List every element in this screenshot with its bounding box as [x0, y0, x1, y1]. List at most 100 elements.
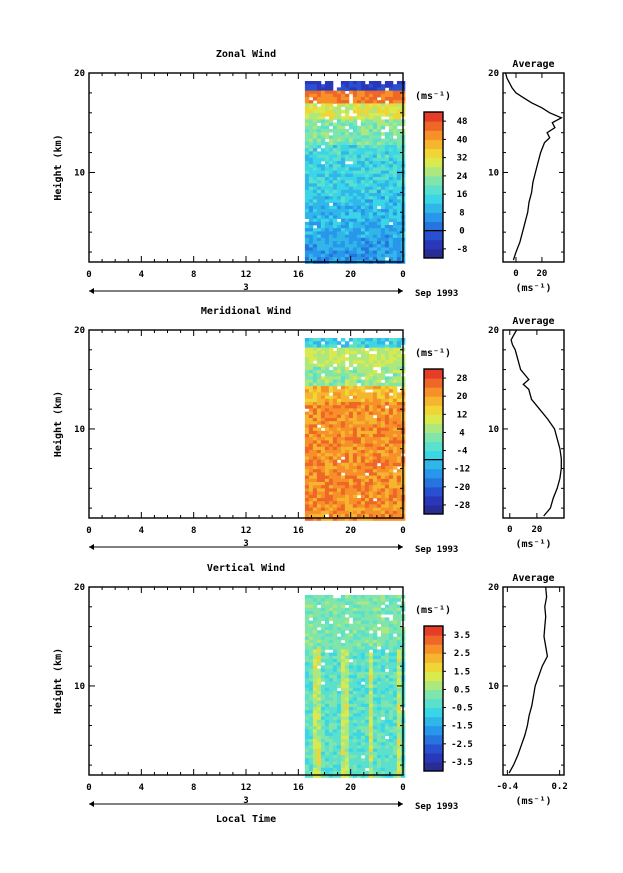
heatmap-cell	[376, 774, 382, 778]
heatmap-cell	[380, 478, 386, 483]
heatmap-cell	[344, 234, 350, 239]
heatmap-cell	[372, 507, 378, 512]
heatmap-cell	[320, 643, 326, 647]
heatmap-cell	[348, 517, 354, 521]
heatmap-cell	[328, 678, 334, 682]
heatmap-cell	[328, 154, 334, 159]
heatmap-cell	[340, 376, 346, 380]
heatmap-cell	[344, 202, 350, 207]
heatmap-cell	[316, 170, 322, 175]
heatmap-cell	[308, 614, 314, 618]
heatmap-cell	[352, 675, 358, 679]
profile-y-tick-label: 20	[488, 326, 499, 336]
heatmap-cell	[388, 453, 394, 457]
heatmap-cell	[316, 100, 322, 104]
heatmap-cell	[396, 498, 402, 502]
heatmap-cell	[336, 453, 342, 457]
heatmap-cell	[356, 652, 362, 657]
heatmap-cell	[368, 177, 374, 181]
x-tick-label: 8	[191, 526, 196, 536]
heatmap-cell	[312, 434, 318, 438]
heatmap-cell	[384, 700, 390, 705]
heatmap-cell	[364, 221, 370, 226]
heatmap-cell	[316, 430, 322, 435]
heatmap-cell	[324, 430, 330, 435]
heatmap-cell	[304, 742, 310, 746]
heatmap-cell	[308, 148, 314, 152]
heatmap-cell	[316, 716, 322, 721]
heatmap-cell	[320, 398, 326, 403]
heatmap-cell	[380, 360, 386, 364]
heatmap-cell	[380, 466, 386, 470]
heatmap-cell	[356, 517, 362, 521]
heatmap-cell	[312, 446, 318, 451]
heatmap-cell	[308, 595, 314, 599]
heatmap-cell	[316, 636, 322, 641]
heatmap-cell	[332, 116, 338, 120]
heatmap-cell	[344, 154, 350, 159]
heatmap-cell	[336, 186, 342, 191]
heatmap-cell	[392, 408, 398, 412]
heatmap-cell	[340, 498, 346, 502]
heatmap-cell	[332, 466, 338, 470]
heatmap-cell	[344, 611, 350, 615]
heatmap-cell	[352, 771, 358, 775]
heatmap-cell	[344, 627, 350, 631]
heatmap-cell	[344, 681, 350, 685]
heatmap-cell	[368, 87, 374, 91]
heatmap-cell	[376, 376, 382, 380]
heatmap-cells	[304, 338, 406, 521]
heatmap-cell	[320, 247, 326, 251]
heatmap-cell	[320, 196, 326, 200]
heatmap-cell	[368, 173, 374, 178]
heatmap-cell	[336, 389, 342, 393]
heatmap-cell	[356, 771, 362, 775]
heatmap-cell	[392, 713, 398, 717]
heatmap-cell	[380, 215, 386, 219]
heatmap-cell	[396, 649, 402, 653]
heatmap-cell	[356, 180, 362, 184]
heatmap-cell	[392, 459, 398, 464]
heatmap-cell	[356, 761, 362, 765]
heatmap-cell	[392, 719, 398, 724]
heatmap-cell	[392, 739, 398, 743]
heatmap-cell	[344, 710, 350, 714]
heatmap-cell	[304, 180, 310, 184]
heatmap-cell	[364, 440, 370, 444]
heatmap-cell	[344, 395, 350, 400]
heatmap-cell	[316, 700, 322, 705]
heatmap-cell	[328, 151, 334, 155]
heatmap-cell	[320, 639, 326, 644]
heatmap-cell	[368, 469, 374, 473]
heatmap-cell	[316, 116, 322, 120]
heatmap-cell	[304, 643, 310, 647]
heatmap-cell	[348, 735, 354, 740]
heatmap-cell	[376, 691, 382, 695]
heatmap-cell	[332, 469, 338, 473]
heatmap-cell	[376, 129, 382, 133]
colorbar-tick-label: 40	[457, 135, 468, 145]
heatmap-cell	[368, 472, 374, 476]
heatmap-cell	[364, 646, 370, 650]
heatmap-cell	[312, 604, 318, 609]
heatmap-cell	[312, 675, 318, 679]
heatmap-cell	[352, 649, 358, 653]
heatmap-cell	[304, 141, 310, 146]
heatmap-cell	[384, 604, 390, 609]
heatmap-cell	[340, 379, 346, 384]
heatmap-cell	[392, 253, 398, 258]
heatmap-cell	[372, 202, 378, 207]
heatmap-cell	[340, 234, 346, 239]
heatmap-cell	[344, 231, 350, 235]
heatmap-cell	[364, 173, 370, 178]
heatmap-cell	[344, 177, 350, 181]
heatmap-cell	[312, 655, 318, 660]
heatmap-cell	[388, 700, 394, 705]
heatmap-cell	[388, 145, 394, 149]
heatmap-cell	[364, 225, 370, 229]
heatmap-cell	[356, 639, 362, 644]
heatmap-cell	[368, 751, 374, 756]
heatmap-cell	[332, 748, 338, 753]
colorbar-segment	[424, 761, 443, 772]
heatmap-cell	[384, 193, 390, 197]
